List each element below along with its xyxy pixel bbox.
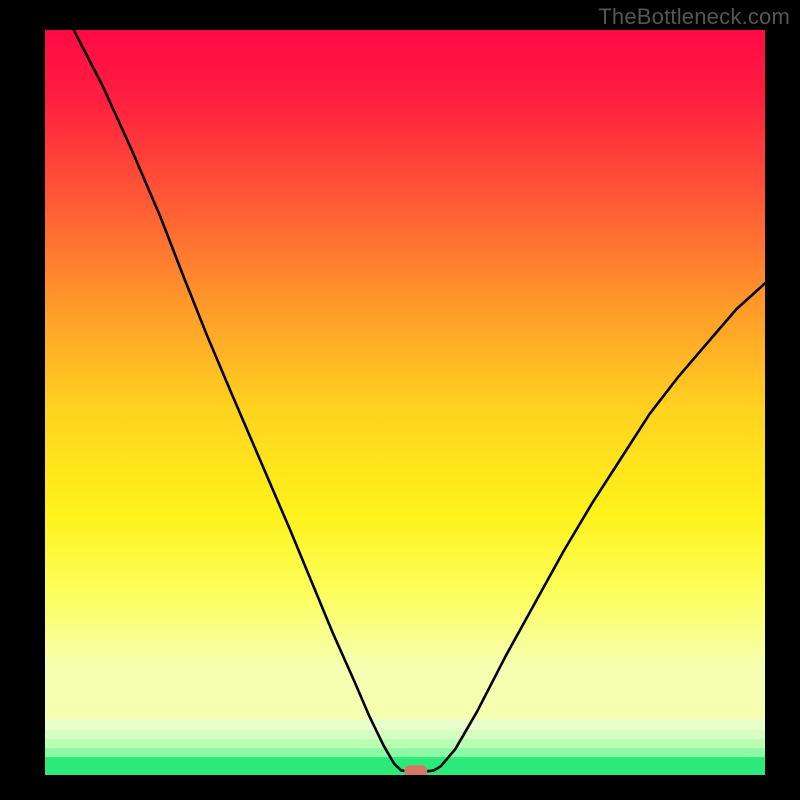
chart-frame: TheBottleneck.com [0,0,800,800]
optimal-marker [404,765,427,775]
watermark-text: TheBottleneck.com [598,4,790,30]
chart-svg [45,30,765,775]
plot-area [45,30,765,775]
